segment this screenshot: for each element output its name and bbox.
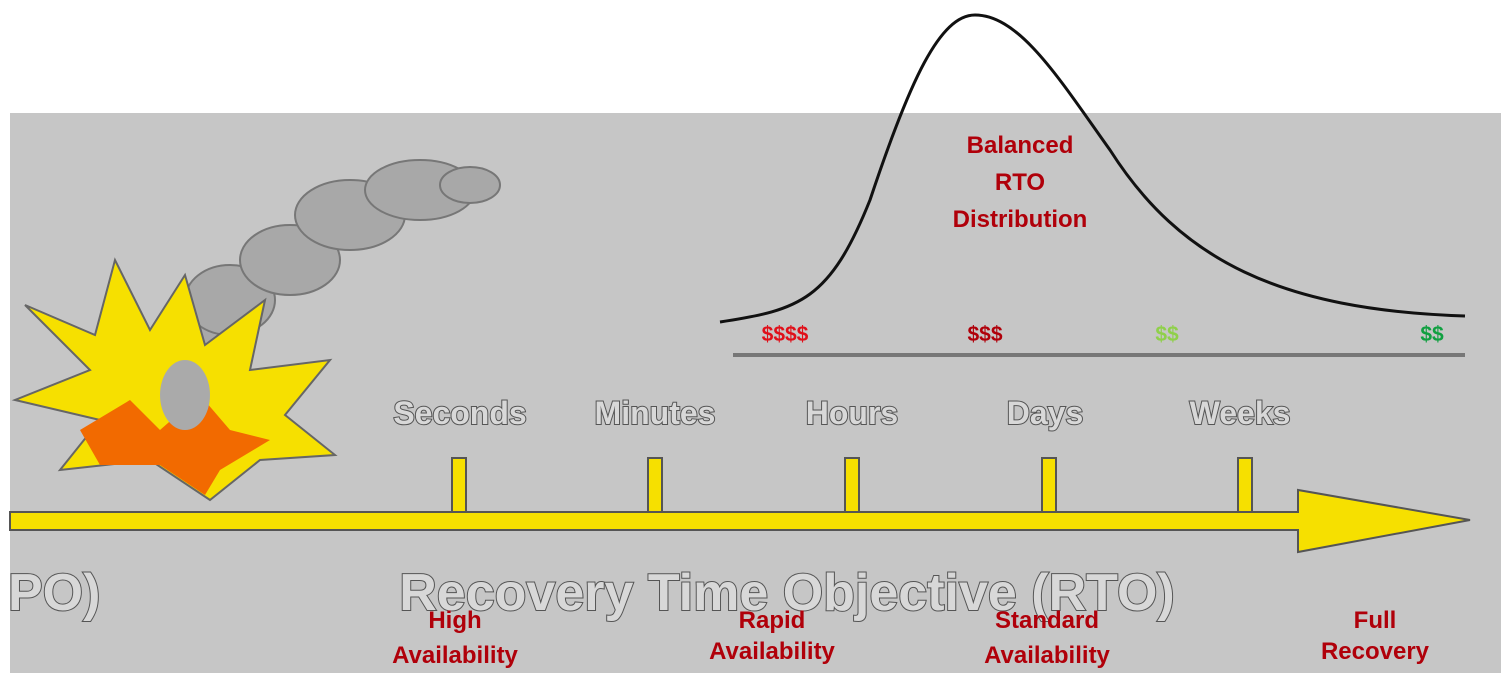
tier-label: High [428, 607, 481, 634]
cost-label: $$ [1155, 323, 1179, 346]
fire-core [80, 395, 270, 495]
curve-label: RTO [995, 169, 1045, 196]
time-arrow [9, 488, 1471, 554]
distribution-curve [719, 13, 1466, 324]
tier-label: Availability [392, 642, 518, 669]
time-label: Weeks [1190, 395, 1291, 431]
curve-label: Balanced [967, 132, 1074, 159]
tick [844, 457, 860, 514]
tick [1237, 457, 1253, 514]
cost-label: $$ [1420, 323, 1444, 346]
cost-label: $$$$ [762, 323, 809, 346]
curve-label: Distribution [953, 206, 1088, 233]
time-label: Minutes [595, 395, 716, 431]
tier-label: Availability [709, 638, 835, 665]
cost-label: $$$ [967, 323, 1002, 346]
time-label: Seconds [393, 395, 526, 431]
tier-label: Availability [984, 642, 1110, 669]
tier-label: Rapid [739, 607, 806, 634]
tier-label: Recovery [1321, 638, 1430, 665]
axis-fragment: PO) [8, 564, 100, 622]
tier-label: Standard [995, 607, 1099, 634]
time-label: Days [1007, 395, 1084, 431]
tick [647, 457, 663, 514]
axis-title: Recovery Time Objective (RTO) [399, 564, 1174, 622]
tick [451, 457, 467, 514]
tier-label: Full [1354, 607, 1397, 634]
smoke-puff [160, 360, 210, 430]
time-label: Hours [806, 395, 898, 431]
tick [1041, 457, 1057, 514]
